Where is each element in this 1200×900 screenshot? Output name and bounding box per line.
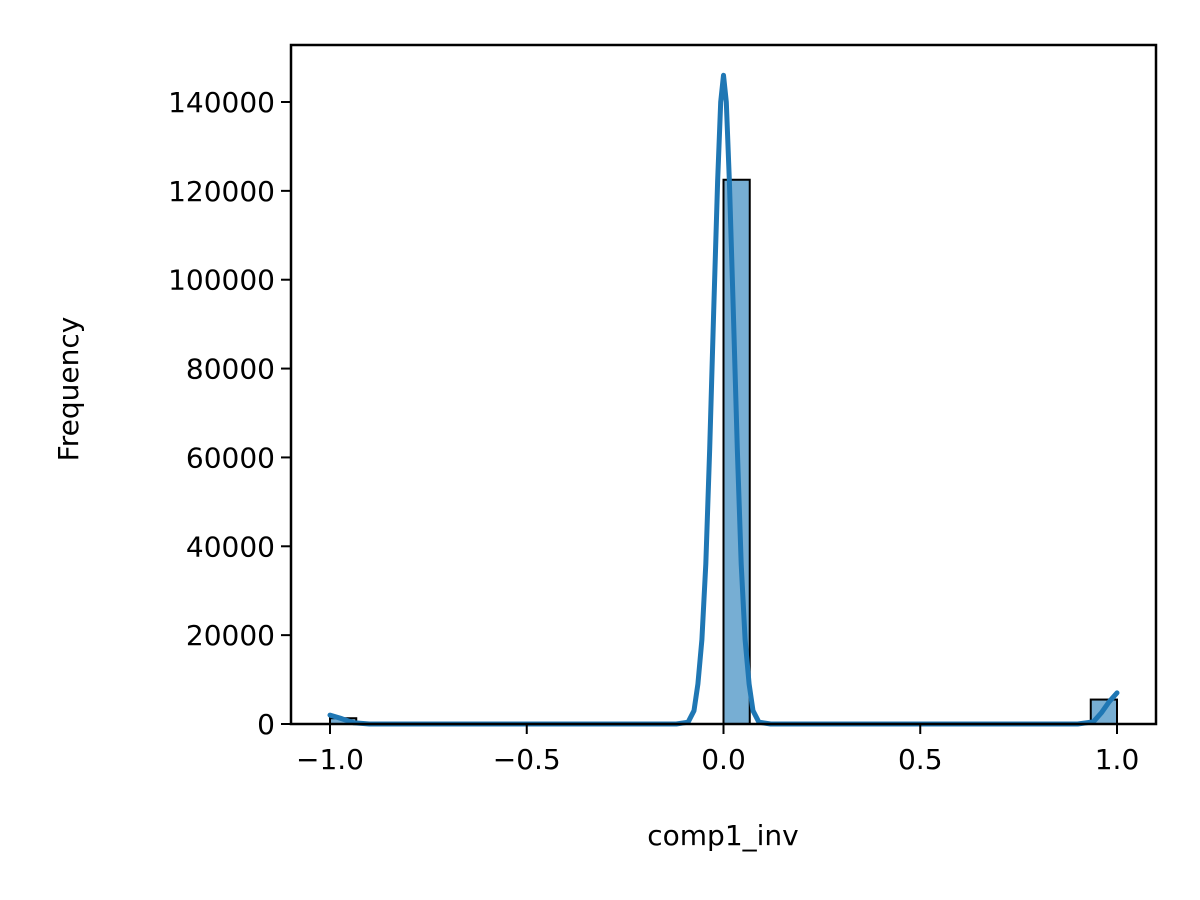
x-tick-label: 1.0	[1095, 743, 1140, 776]
y-tick-label: 80000	[186, 353, 275, 386]
y-axis-label: Frequency	[52, 317, 85, 462]
y-tick-label: 60000	[186, 441, 275, 474]
x-tick-label: 0.5	[898, 743, 943, 776]
y-tick-label: 20000	[186, 619, 275, 652]
y-tick-label: 100000	[168, 264, 275, 297]
y-tick-label: 0	[257, 708, 275, 741]
y-tick-label: 140000	[168, 86, 275, 119]
x-axis-ticks: −1.0 −0.5 0.0 0.5 1.0	[296, 724, 1139, 776]
x-tick-label: −0.5	[493, 743, 561, 776]
y-tick-label: 120000	[168, 175, 275, 208]
y-axis-ticks: 0 20000 40000 60000 80000 100000 120000 140000	[168, 86, 291, 741]
y-tick-label: 40000	[186, 530, 275, 563]
x-tick-label: 0.0	[701, 743, 746, 776]
x-tick-label: −1.0	[296, 743, 364, 776]
x-axis-label: comp1_inv	[647, 819, 798, 852]
